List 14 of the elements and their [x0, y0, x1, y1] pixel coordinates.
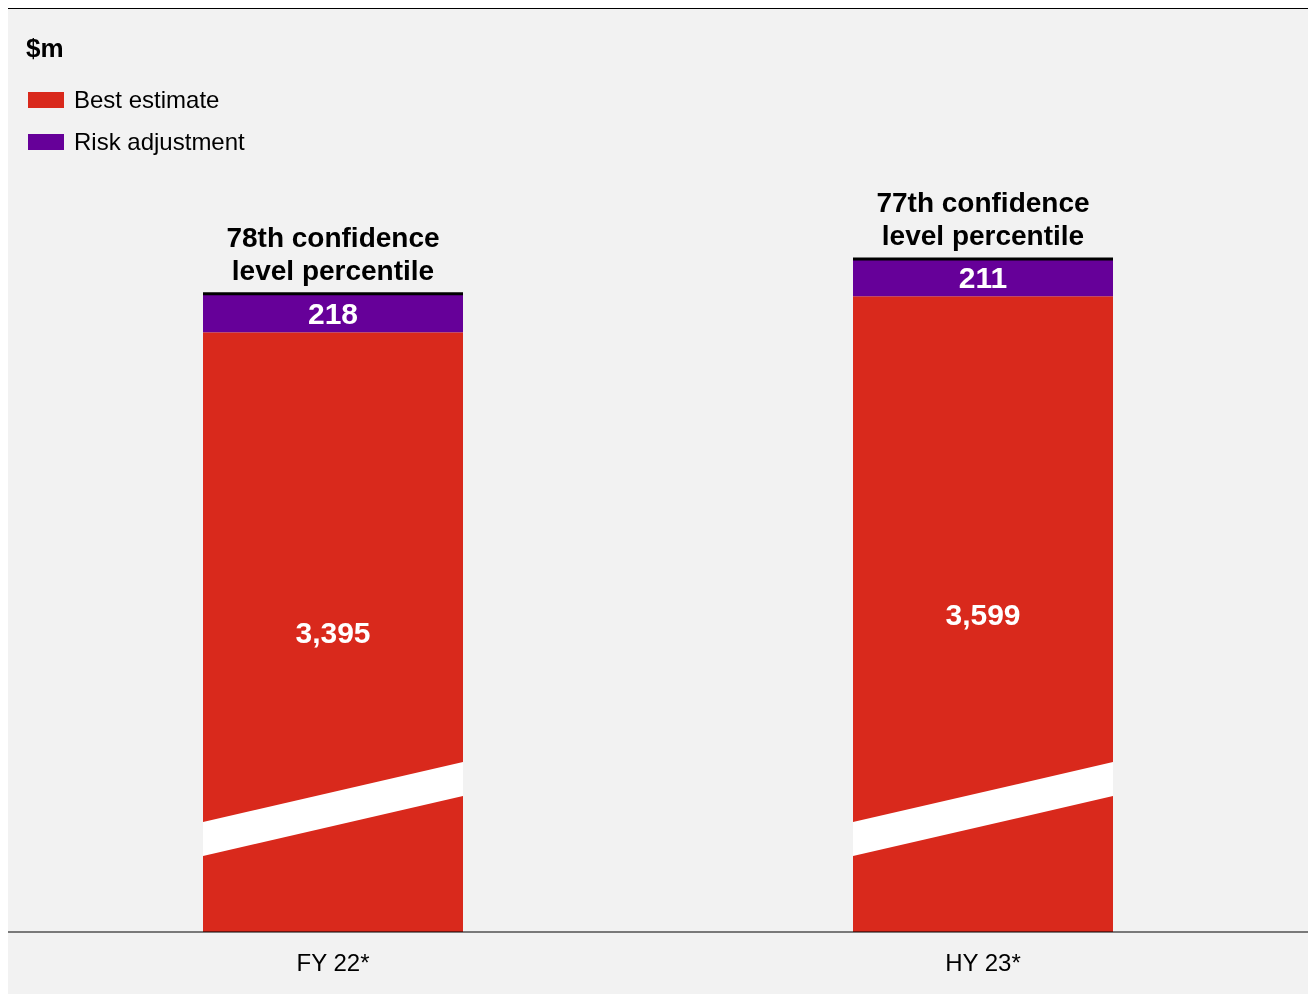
text: $m	[26, 33, 64, 64]
annotation: 77th confidence level percentile	[876, 187, 1090, 251]
data-label: 3,395	[295, 615, 371, 649]
legend-label: Risk adjustment	[74, 128, 245, 156]
x-tick-label: FY 22*	[296, 949, 370, 977]
annotation: 78th confidence level percentile	[226, 221, 440, 286]
x-tick-label: HY 23*	[945, 949, 1021, 977]
data-label: 211	[958, 261, 1008, 295]
data-label: 218	[307, 296, 359, 330]
legend-label: Best estimate	[74, 86, 220, 114]
bar	[203, 332, 463, 932]
data-label: 3,599	[945, 597, 1021, 631]
bar	[853, 296, 1113, 932]
bar	[203, 293, 463, 333]
